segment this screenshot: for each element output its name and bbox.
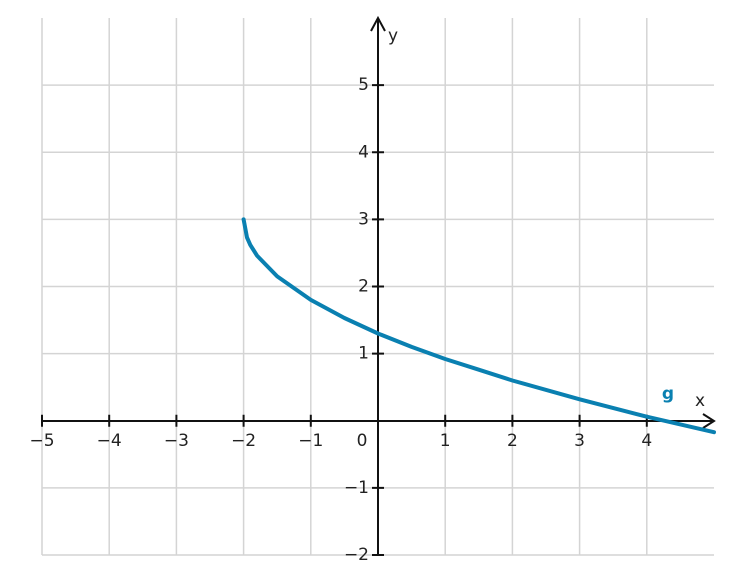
y-axis-label: y	[388, 26, 398, 46]
curve	[241, 217, 716, 435]
series-label: g	[662, 384, 674, 404]
y-tick-label: 1	[358, 344, 369, 364]
x-tick-label: 1	[440, 431, 451, 451]
x-tick-label: 2	[507, 431, 518, 451]
x-tick-label: −3	[164, 431, 189, 451]
x-tick-label: −1	[298, 431, 323, 451]
ticks: −5 −4 −3 −2 −1 0 1 2 3 4 −2 −1 1 2 3 4 5	[29, 75, 652, 565]
x-tick-label: 4	[641, 431, 652, 451]
x-tick-label: −5	[29, 431, 54, 451]
x-axis-label: x	[695, 391, 705, 411]
x-tick-label: 3	[574, 431, 585, 451]
y-tick-label: 2	[358, 277, 369, 297]
x-tick-label: 0	[357, 431, 368, 451]
y-tick-label: −2	[344, 545, 369, 565]
y-tick-label: 4	[358, 142, 369, 162]
y-tick-label: 5	[358, 75, 369, 95]
y-tick-label: −1	[344, 478, 369, 498]
x-tick-label: −4	[97, 431, 122, 451]
y-tick-label: 3	[358, 209, 369, 229]
x-tick-label: −2	[231, 431, 256, 451]
